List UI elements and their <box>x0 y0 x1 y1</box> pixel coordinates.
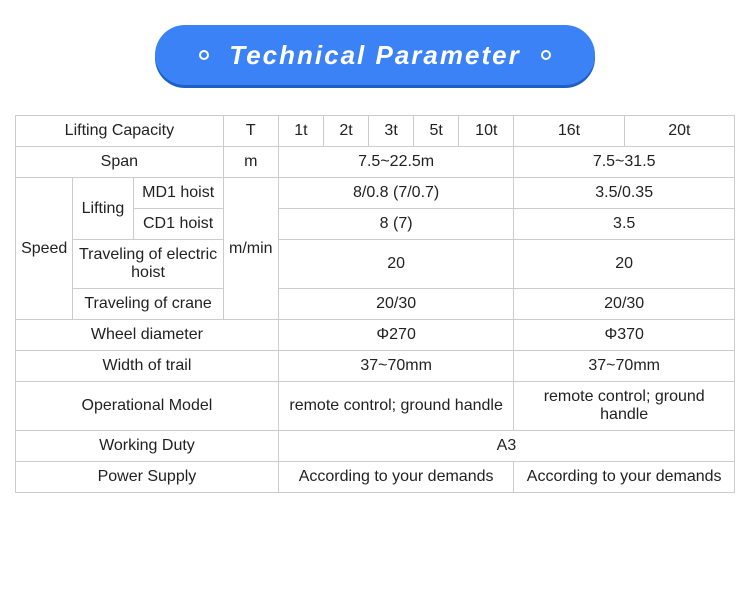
cell-value: 8 (7) <box>278 209 514 240</box>
table-row: Span m 7.5~22.5m 7.5~31.5 <box>16 147 735 178</box>
cell-value: A3 <box>278 431 734 462</box>
table-row: Operational Model remote control; ground… <box>16 382 735 431</box>
cell-unit: m <box>223 147 278 178</box>
cell-label: Width of trail <box>16 351 279 382</box>
cell-value: 20/30 <box>514 289 735 320</box>
table-row: Traveling of electric hoist 20 20 <box>16 240 735 289</box>
table-row: Power Supply According to your demands A… <box>16 462 735 493</box>
cell-label: MD1 hoist <box>133 178 223 209</box>
cell-label: Power Supply <box>16 462 279 493</box>
cell-value: 2t <box>323 116 368 147</box>
cell-value: remote control; ground handle <box>514 382 735 431</box>
spec-table: Lifting Capacity T 1t 2t 3t 5t 10t 16t 2… <box>15 115 735 493</box>
table-row: Wheel diameter Φ270 Φ370 <box>16 320 735 351</box>
cell-label: Traveling of crane <box>73 289 223 320</box>
cell-value: Φ270 <box>278 320 514 351</box>
cell-value: 20 <box>278 240 514 289</box>
cell-value: 7.5~22.5m <box>278 147 514 178</box>
cell-label: Lifting <box>73 178 133 240</box>
cell-value: 10t <box>459 116 514 147</box>
cell-value: 3.5 <box>514 209 735 240</box>
cell-label: Wheel diameter <box>16 320 279 351</box>
dot-right-icon <box>541 50 551 60</box>
cell-unit: m/min <box>223 178 278 320</box>
cell-value: 3t <box>369 116 414 147</box>
title-banner: Technical Parameter <box>155 25 595 85</box>
cell-value: 20t <box>624 116 734 147</box>
dot-left-icon <box>199 50 209 60</box>
cell-value: 20/30 <box>278 289 514 320</box>
cell-value: Φ370 <box>514 320 735 351</box>
cell-value: 8/0.8 (7/0.7) <box>278 178 514 209</box>
cell-value: 16t <box>514 116 624 147</box>
cell-value: 3.5/0.35 <box>514 178 735 209</box>
cell-unit: T <box>223 116 278 147</box>
cell-label: Traveling of electric hoist <box>73 240 223 289</box>
table-row: Traveling of crane 20/30 20/30 <box>16 289 735 320</box>
cell-value: 5t <box>414 116 459 147</box>
table-row: Width of trail 37~70mm 37~70mm <box>16 351 735 382</box>
cell-value: 7.5~31.5 <box>514 147 735 178</box>
cell-value: 1t <box>278 116 323 147</box>
banner-title: Technical Parameter <box>229 40 520 71</box>
cell-value: 37~70mm <box>514 351 735 382</box>
cell-label: Span <box>16 147 224 178</box>
table-row: Working Duty A3 <box>16 431 735 462</box>
table-row: Speed Lifting MD1 hoist m/min 8/0.8 (7/0… <box>16 178 735 209</box>
cell-value: remote control; ground handle <box>278 382 514 431</box>
cell-label: Speed <box>16 178 73 320</box>
cell-value: According to your demands <box>278 462 514 493</box>
cell-value: 37~70mm <box>278 351 514 382</box>
cell-value: 20 <box>514 240 735 289</box>
cell-label: Lifting Capacity <box>16 116 224 147</box>
cell-label: CD1 hoist <box>133 209 223 240</box>
cell-label: Operational Model <box>16 382 279 431</box>
cell-value: According to your demands <box>514 462 735 493</box>
cell-label: Working Duty <box>16 431 279 462</box>
table-row: Lifting Capacity T 1t 2t 3t 5t 10t 16t 2… <box>16 116 735 147</box>
